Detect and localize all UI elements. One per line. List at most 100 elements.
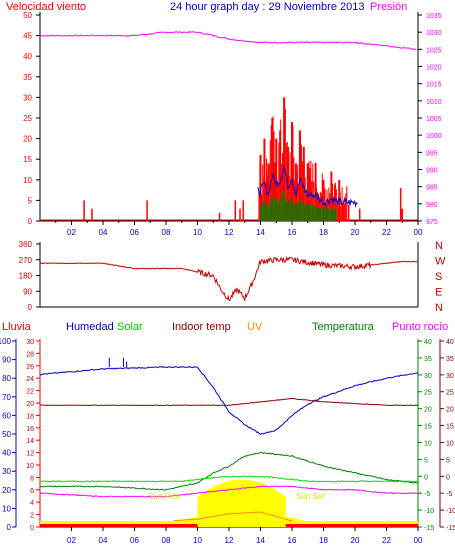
pressure-y-tick-label: 980 bbox=[426, 202, 438, 209]
wind-y-tick-label: 40 bbox=[23, 52, 32, 61]
dew-y-tick-label: 0 bbox=[446, 474, 450, 481]
pressure-y-tick-label: 1015 bbox=[426, 82, 442, 89]
wind-speed-axis-label: Velocidad viento bbox=[6, 1, 86, 13]
bottom-x-tick-label: 14 bbox=[256, 536, 265, 545]
humidity-y-tick-label: 0 bbox=[7, 523, 12, 532]
temperature-series-line bbox=[39, 451, 419, 491]
humidity-y-tick-label: 20 bbox=[2, 486, 11, 495]
pressure-y-tick-label: 1035 bbox=[426, 13, 442, 20]
dew-y-tick-label: 25 bbox=[446, 390, 454, 397]
humidity-series-line bbox=[39, 366, 419, 436]
wind-y-tick-label: 50 bbox=[23, 11, 32, 20]
pressure-y-tick-label: 1025 bbox=[426, 47, 442, 54]
indoor-temp-axis-label: Indoor temp bbox=[172, 321, 231, 333]
bottom-x-tick-label: 18 bbox=[319, 536, 328, 545]
compass-label: N bbox=[435, 302, 443, 314]
rain-y-tick-label: 10 bbox=[26, 463, 34, 470]
rain-y-tick-label: 30 bbox=[26, 339, 34, 346]
bottom-x-tick-label: 22 bbox=[382, 536, 391, 545]
compass-label: N bbox=[435, 240, 443, 252]
wind-y-tick-label: 20 bbox=[23, 135, 32, 144]
rain-y-tick-label: 0 bbox=[30, 525, 34, 532]
compass-label: E bbox=[435, 287, 442, 299]
uv-axis-label: UV bbox=[247, 321, 263, 333]
bottom-x-tick-label: 02 bbox=[67, 536, 76, 545]
rain-y-tick-label: 24 bbox=[26, 376, 34, 383]
rain-y-tick-label: 8 bbox=[30, 475, 34, 482]
solar-series-line bbox=[39, 475, 419, 483]
wind-y-tick-label: 15 bbox=[23, 155, 32, 164]
temperature-y-tick-label: -5 bbox=[424, 491, 430, 498]
temperature-humidity-panel: 0102030405060708090100024681012141618202… bbox=[0, 337, 455, 545]
dew-y-tick-label: 5 bbox=[446, 457, 450, 464]
humidity-y-tick-label: 60 bbox=[2, 411, 11, 420]
rain-y-tick-label: 14 bbox=[26, 438, 34, 445]
direction-y-tick-label: 90 bbox=[23, 287, 32, 296]
bottom-x-tick-label: 12 bbox=[225, 536, 234, 545]
rain-y-tick-label: 12 bbox=[26, 451, 34, 458]
sunrise-label: Sun Rise bbox=[148, 492, 181, 501]
temperature-y-tick-label: 5 bbox=[424, 457, 428, 464]
x-tick-label: 20 bbox=[351, 228, 360, 237]
pressure-y-tick-label: 995 bbox=[426, 150, 438, 157]
temperature-y-tick-label: -10 bbox=[424, 508, 434, 515]
x-tick-label: 14 bbox=[256, 228, 265, 237]
direction-y-tick-label: 180 bbox=[19, 272, 33, 281]
dew-y-tick-label: 10 bbox=[446, 440, 454, 447]
humidity-y-tick-label: 70 bbox=[2, 393, 11, 402]
temperature-axis-label: Temperatura bbox=[312, 321, 375, 333]
direction-y-tick-label: 270 bbox=[19, 256, 33, 265]
bottom-x-tick-label: 10 bbox=[193, 536, 202, 545]
dew-y-tick-label: 40 bbox=[446, 339, 454, 346]
indoor-temp-series-line bbox=[39, 397, 419, 407]
dew-y-tick-label: -5 bbox=[446, 491, 452, 498]
pressure-y-tick-label: 1030 bbox=[426, 30, 442, 37]
rain-y-tick-label: 2 bbox=[30, 513, 34, 520]
humidity-y-tick-label: 90 bbox=[2, 356, 11, 365]
wind-y-tick-label: 0 bbox=[28, 217, 33, 226]
humidity-y-tick-label: 100 bbox=[0, 337, 12, 346]
compass-label: W bbox=[435, 256, 446, 268]
x-tick-label: 16 bbox=[288, 228, 297, 237]
x-tick-label: 10 bbox=[193, 228, 202, 237]
rain-y-tick-label: 18 bbox=[26, 413, 34, 420]
humidity-y-tick-label: 50 bbox=[2, 430, 11, 439]
bottom-x-tick-label: 04 bbox=[99, 536, 108, 545]
direction-y-tick-label: 360 bbox=[19, 240, 33, 249]
wind-y-tick-label: 10 bbox=[23, 176, 32, 185]
wind-y-tick-label: 25 bbox=[23, 114, 32, 123]
wind-y-tick-label: 5 bbox=[28, 196, 33, 205]
dew-y-tick-label: 30 bbox=[446, 373, 454, 380]
rain-y-tick-label: 4 bbox=[30, 500, 34, 507]
bottom-x-tick-label: 20 bbox=[351, 536, 360, 545]
rain-y-tick-label: 20 bbox=[26, 401, 34, 408]
dew-y-tick-label: -15 bbox=[446, 525, 455, 532]
humidity-axis-label: Humedad bbox=[66, 321, 114, 333]
rain-y-tick-label: 6 bbox=[30, 488, 34, 495]
direction-series-line bbox=[39, 256, 418, 302]
humidity-y-tick-label: 10 bbox=[2, 504, 11, 513]
rain-y-tick-label: 26 bbox=[26, 364, 34, 371]
dew-y-tick-label: 20 bbox=[446, 407, 454, 414]
pressure-series-line bbox=[39, 31, 417, 51]
pressure-y-tick-label: 1005 bbox=[426, 116, 442, 123]
x-tick-label: 02 bbox=[67, 228, 76, 237]
temperature-y-tick-label: 0 bbox=[424, 474, 428, 481]
dew-point-axis-label: Punto rocío bbox=[392, 321, 448, 333]
solar-axis-label: Solar bbox=[117, 321, 143, 333]
chart-title: 24 hour graph day : 29 Noviembre 2013 bbox=[170, 1, 364, 13]
rain-y-tick-label: 16 bbox=[26, 426, 34, 433]
wind-average-line bbox=[257, 164, 358, 208]
x-tick-label: 04 bbox=[99, 228, 108, 237]
humidity-y-tick-label: 30 bbox=[2, 467, 11, 476]
bottom-x-tick-label: 16 bbox=[288, 536, 297, 545]
compass-label: S bbox=[435, 271, 442, 283]
temperature-y-tick-label: 40 bbox=[424, 339, 432, 346]
humidity-y-tick-label: 40 bbox=[2, 449, 11, 458]
wind-pressure-panel: 0510152025303540455097598098599099510001… bbox=[23, 11, 442, 237]
humidity-y-tick-label: 80 bbox=[2, 374, 11, 383]
dew-y-tick-label: -10 bbox=[446, 508, 455, 515]
temperature-y-tick-label: 25 bbox=[424, 390, 432, 397]
pressure-y-tick-label: 1020 bbox=[426, 65, 442, 72]
pressure-y-tick-label: 1010 bbox=[426, 99, 442, 106]
